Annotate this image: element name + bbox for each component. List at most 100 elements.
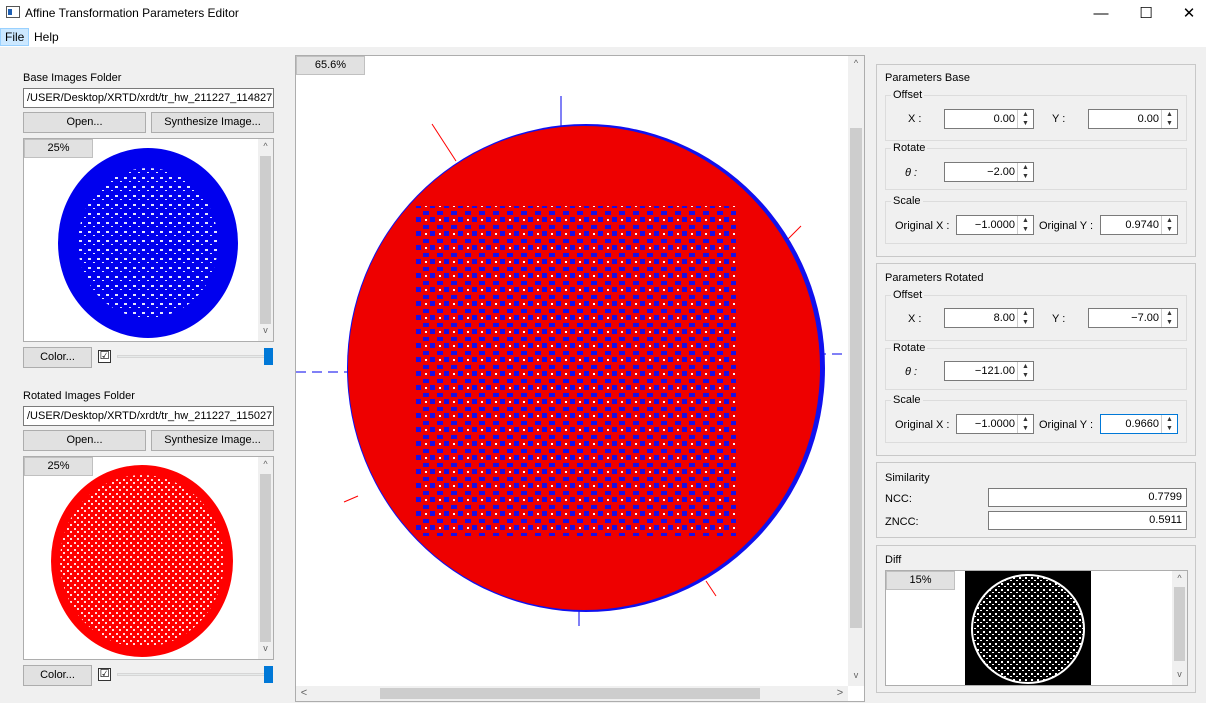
base-image-vscrollbar[interactable]: ^ v	[258, 139, 273, 341]
rotated-scale-y-spinbox[interactable]: 0.9660 ▲ ▼	[1100, 414, 1178, 434]
overlay-image	[296, 96, 848, 626]
rotated-theta-label: θ :	[905, 366, 918, 378]
base-zoom-label: 25%	[24, 139, 93, 158]
base-synthesize-button[interactable]: Synthesize Image...	[151, 112, 274, 133]
rotated-offset-x-spinbox[interactable]: 8.00 ▲ ▼	[944, 308, 1034, 328]
scroll-up-icon[interactable]: ^	[263, 459, 268, 469]
base-open-button[interactable]: Open...	[23, 112, 146, 133]
scroll-down-icon[interactable]: v	[1177, 669, 1182, 679]
overlay-vscrollbar[interactable]: ^ v	[848, 56, 864, 686]
spin-down-icon[interactable]: ▼	[1022, 120, 1029, 127]
rotated-zoom-label: 25%	[24, 457, 93, 476]
rotated-offset-y-spinbox[interactable]: −7.00 ▲ ▼	[1088, 308, 1178, 328]
spin-down-icon[interactable]: ▼	[1166, 425, 1173, 432]
params-rotated-title: Parameters Rotated	[885, 272, 984, 284]
base-slider-handle[interactable]	[264, 348, 273, 365]
rotated-scale-x-spinbox[interactable]: −1.0000 ▲ ▼	[956, 414, 1034, 434]
base-color-button[interactable]: Color...	[23, 347, 92, 368]
spin-down-icon[interactable]: ▼	[1022, 372, 1029, 379]
overlay-hscrollbar[interactable]: < >	[296, 686, 848, 701]
menu-file[interactable]: File	[0, 28, 30, 46]
close-button[interactable]: ✕	[1182, 5, 1196, 22]
spin-up-icon[interactable]: ▲	[1022, 164, 1029, 171]
base-rotate-spinbox[interactable]: −2.00 ▲ ▼	[944, 162, 1034, 182]
scroll-right-icon[interactable]: >	[836, 687, 844, 699]
params-base-group	[876, 64, 1196, 257]
title-bar	[0, 0, 1206, 27]
spin-up-icon[interactable]: ▲	[1022, 416, 1029, 423]
base-offset-y-spinbox[interactable]: 0.00 ▲ ▼	[1088, 109, 1178, 129]
rotated-image-vscrollbar[interactable]: ^ v	[258, 457, 273, 659]
rotated-image	[51, 465, 233, 657]
diff-vscrollbar[interactable]: ^ v	[1172, 571, 1187, 685]
diff-zoom-label: 15%	[886, 571, 955, 590]
spin-up-icon[interactable]: ▲	[1166, 416, 1173, 423]
base-visible-checkbox[interactable]: ☑	[98, 350, 111, 363]
spin-up-icon[interactable]: ▲	[1022, 217, 1029, 224]
base-scale-label: Scale	[891, 195, 923, 207]
base-origy-label: Original Y :	[1039, 220, 1094, 232]
spin-up-icon[interactable]: ▲	[1022, 111, 1029, 118]
base-image-view[interactable]: 25% ^ v	[23, 138, 274, 342]
base-scale-x-spinbox[interactable]: −1.0000 ▲ ▼	[956, 215, 1034, 235]
rotated-scale-label: Scale	[891, 394, 923, 406]
base-x-label: X :	[908, 113, 922, 125]
scroll-thumb[interactable]	[850, 128, 862, 628]
base-offset-label: Offset	[891, 89, 925, 101]
maximize-button[interactable]: ☐	[1139, 5, 1153, 22]
spin-down-icon[interactable]: ▼	[1166, 120, 1173, 127]
base-offset-x-spinbox[interactable]: 0.00 ▲ ▼	[944, 109, 1034, 129]
spin-up-icon[interactable]: ▲	[1166, 310, 1173, 317]
zncc-value: 0.5911	[988, 511, 1187, 530]
scroll-thumb[interactable]	[260, 474, 271, 642]
spin-down-icon[interactable]: ▼	[1166, 226, 1173, 233]
rotated-origy-label: Original Y :	[1039, 419, 1094, 431]
app-icon	[6, 6, 20, 18]
spin-down-icon[interactable]: ▼	[1022, 173, 1029, 180]
scroll-up-icon[interactable]: ^	[263, 141, 268, 151]
minimize-button[interactable]: —	[1093, 5, 1109, 22]
spin-up-icon[interactable]: ▲	[1166, 111, 1173, 118]
spin-down-icon[interactable]: ▼	[1022, 319, 1029, 326]
scroll-thumb[interactable]	[260, 156, 271, 324]
ncc-label: NCC:	[885, 493, 912, 505]
rotated-rotate-spinbox[interactable]: −121.00 ▲ ▼	[944, 361, 1034, 381]
base-scale-group	[885, 201, 1187, 244]
rotated-image-view[interactable]: 25% ^ v	[23, 456, 274, 660]
rotated-synthesize-button[interactable]: Synthesize Image...	[151, 430, 274, 451]
rotated-folder-path-input[interactable]: /USER/Desktop/XRTD/xrdt/tr_hw_211227_115…	[23, 406, 274, 426]
scroll-down-icon[interactable]: v	[263, 643, 268, 653]
base-rotate-group	[885, 148, 1187, 190]
menu-help[interactable]: Help	[34, 30, 59, 44]
scroll-thumb[interactable]	[1174, 587, 1185, 661]
base-scale-y-spinbox[interactable]: 0.9740 ▲ ▼	[1100, 215, 1178, 235]
base-folder-path-input[interactable]: /USER/Desktop/XRTD/xrdt/tr_hw_211227_114…	[23, 88, 274, 108]
scroll-left-icon[interactable]: <	[300, 687, 308, 699]
base-rotate-label: Rotate	[891, 142, 928, 154]
rotated-offset-group	[885, 295, 1187, 341]
scroll-down-icon[interactable]: v	[853, 670, 859, 680]
overlay-image-view[interactable]: 65.6% ^ v < >	[295, 55, 865, 702]
rotated-color-button[interactable]: Color...	[23, 665, 92, 686]
scroll-down-icon[interactable]: v	[263, 325, 268, 335]
spin-down-icon[interactable]: ▼	[1166, 319, 1173, 326]
diff-title: Diff	[885, 554, 902, 566]
spin-up-icon[interactable]: ▲	[1022, 363, 1029, 370]
rotated-opacity-slider[interactable]	[117, 673, 267, 676]
scroll-up-icon[interactable]: ^	[1177, 573, 1182, 583]
rotated-open-button[interactable]: Open...	[23, 430, 146, 451]
base-image	[58, 148, 238, 338]
scroll-up-icon[interactable]: ^	[853, 58, 859, 68]
rotated-rotate-group	[885, 348, 1187, 390]
spin-up-icon[interactable]: ▲	[1166, 217, 1173, 224]
spin-down-icon[interactable]: ▼	[1022, 425, 1029, 432]
rotated-y-label: Y :	[1052, 313, 1066, 325]
rotated-visible-checkbox[interactable]: ☑	[98, 668, 111, 681]
overlay-zoom-label: 65.6%	[296, 56, 365, 75]
spin-up-icon[interactable]: ▲	[1022, 310, 1029, 317]
hscroll-thumb[interactable]	[380, 688, 760, 699]
spin-down-icon[interactable]: ▼	[1022, 226, 1029, 233]
base-opacity-slider[interactable]	[117, 355, 267, 358]
diff-image-view[interactable]: 15% ^ v	[885, 570, 1188, 686]
rotated-slider-handle[interactable]	[264, 666, 273, 683]
